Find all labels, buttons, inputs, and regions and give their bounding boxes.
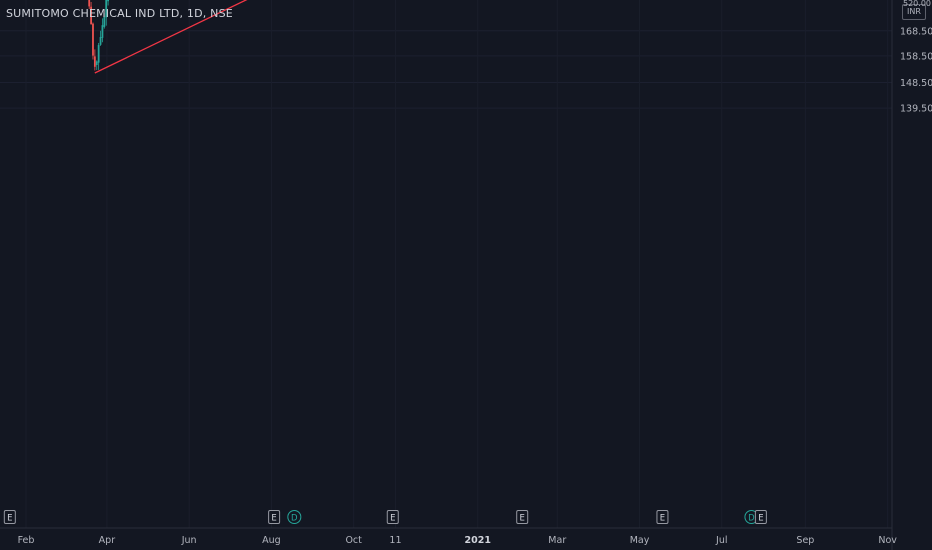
svg-text:D: D — [291, 513, 298, 523]
price-tick-label: 148.50 — [900, 78, 932, 89]
candle — [93, 49, 96, 71]
trendlines[interactable] — [48, 0, 907, 74]
top-price-label: 520.00 — [903, 0, 931, 8]
earnings-marker[interactable]: E — [386, 510, 399, 524]
candlestick-series — [88, 0, 109, 71]
time-tick-label: Mar — [548, 535, 566, 546]
earnings-marker[interactable]: E — [516, 510, 529, 524]
svg-text:D: D — [748, 513, 755, 523]
chart-grid — [0, 30, 892, 109]
time-tick-label: Jun — [181, 535, 197, 546]
time-tick-label: Nov — [878, 535, 897, 546]
time-tick-label: Jul — [715, 535, 727, 546]
time-tick-label: May — [630, 535, 650, 546]
candle — [105, 0, 108, 26]
candle — [95, 60, 98, 71]
currency-label: INR — [907, 7, 921, 16]
time-tick-label: Sep — [796, 535, 814, 546]
svg-text:E: E — [390, 514, 395, 524]
svg-text:E: E — [271, 514, 276, 524]
earnings-marker[interactable]: E — [656, 510, 669, 524]
price-tick-label: 168.50 — [900, 26, 932, 37]
candle — [107, 0, 109, 6]
svg-text:E: E — [758, 514, 763, 524]
candle — [88, 0, 91, 9]
channel-trendline[interactable] — [94, 0, 907, 74]
dividend-marker[interactable]: D — [287, 510, 302, 524]
candle — [92, 22, 94, 60]
time-tick-label: 2021 — [464, 535, 490, 546]
symbol-title: SUMITOMO CHEMICAL IND LTD, 1D, NSE — [6, 7, 233, 20]
candle — [103, 13, 106, 29]
svg-text:E: E — [7, 514, 12, 524]
time-axis[interactable]: Feb Apr Jun Aug Oct 11 2021 Mar May Jul Sep Nov — [0, 527, 897, 546]
time-tick-label: 11 — [389, 535, 401, 546]
time-tick-label: Feb — [18, 535, 35, 546]
svg-text:E: E — [520, 514, 525, 524]
earnings-marker[interactable]: E — [268, 510, 281, 524]
earnings-marker[interactable]: E — [3, 510, 16, 524]
candle — [101, 18, 104, 43]
price-tick-label: 139.50 — [900, 104, 932, 115]
price-tick-label: 158.50 — [900, 51, 932, 62]
currency-selector[interactable]: 520.00 INR — [902, 0, 931, 20]
candle — [90, 2, 92, 25]
time-tick-label: Aug — [262, 535, 281, 546]
price-axis[interactable]: 139.50 148.50 158.50 168.50 — [891, 0, 932, 550]
time-tick-label: Apr — [99, 535, 116, 546]
candle — [99, 30, 102, 46]
earnings-marker[interactable]: E — [754, 510, 767, 524]
time-tick-label: Oct — [345, 535, 362, 546]
svg-text:E: E — [660, 514, 665, 524]
candle — [97, 42, 100, 70]
